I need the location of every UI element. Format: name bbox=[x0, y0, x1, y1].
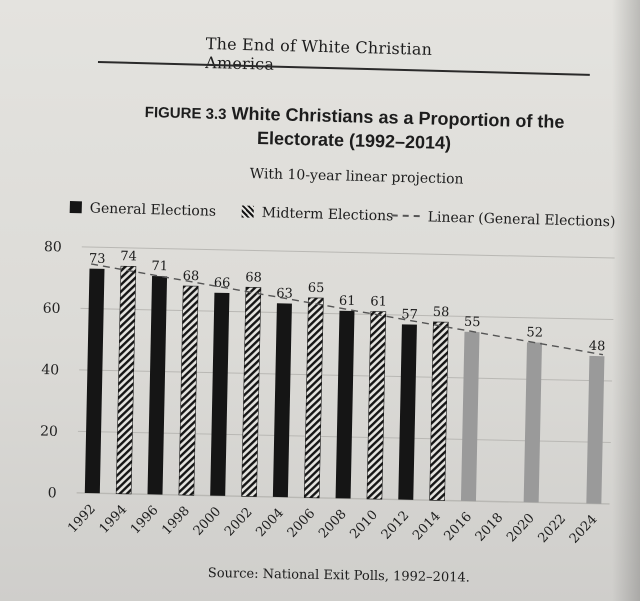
x-tick-label: 1994 bbox=[97, 502, 131, 536]
bar-2024 bbox=[586, 355, 605, 504]
y-tick-label: 40 bbox=[41, 362, 59, 378]
data-label-2004: 63 bbox=[276, 286, 293, 301]
y-tick-label: 80 bbox=[44, 239, 62, 255]
data-label-2002: 68 bbox=[245, 270, 262, 285]
legend-general: General Elections bbox=[69, 200, 217, 220]
bars bbox=[84, 265, 605, 504]
data-label-2008: 61 bbox=[339, 294, 356, 309]
bar-2006 bbox=[303, 297, 324, 499]
data-label-2012: 57 bbox=[401, 307, 418, 322]
legend-swatch-solid bbox=[69, 200, 82, 214]
x-tick-label: 2006 bbox=[285, 506, 319, 540]
source-note: Source: National Exit Polls, 1992–2014. bbox=[207, 566, 470, 586]
bar-2014 bbox=[429, 321, 449, 501]
data-label-1992: 73 bbox=[89, 252, 106, 267]
data-label-1994: 74 bbox=[120, 249, 137, 264]
bar-1996 bbox=[147, 276, 168, 495]
figure-title-block: FIGURE 3.3 White Christians as a Proport… bbox=[144, 100, 565, 158]
bar-1998 bbox=[178, 285, 199, 496]
figure-title: White Christians as a Proportion of the … bbox=[231, 103, 565, 154]
x-tick-label: 2022 bbox=[535, 512, 569, 546]
x-tick-label: 2004 bbox=[253, 506, 287, 540]
x-tick-label: 2010 bbox=[347, 508, 381, 542]
bar-2000 bbox=[210, 292, 230, 496]
grid-line bbox=[81, 246, 615, 259]
legend-midterm-label: Midterm Elections bbox=[261, 205, 394, 225]
y-axis-ticks: 0 20 40 60 80 bbox=[40, 239, 62, 501]
chart-legend: General Elections Midterm Elections Line… bbox=[69, 200, 629, 241]
bar-2002 bbox=[241, 286, 262, 497]
x-tick-label: 2014 bbox=[410, 509, 444, 543]
data-label-2020: 52 bbox=[526, 325, 543, 340]
data-label-2014: 58 bbox=[433, 305, 450, 320]
x-tick-label: 2000 bbox=[191, 504, 225, 538]
bar-1994 bbox=[115, 265, 137, 495]
x-tick-label: 2012 bbox=[379, 508, 413, 542]
data-label-2000: 66 bbox=[214, 276, 231, 291]
legend-general-label: General Elections bbox=[89, 200, 217, 220]
x-tick-label: 1998 bbox=[159, 504, 193, 538]
data-label-2010: 61 bbox=[370, 294, 387, 309]
legend-midterm: Midterm Elections bbox=[241, 205, 394, 225]
x-tick-label: 1996 bbox=[128, 503, 162, 537]
legend-linear: Linear (General Elections) bbox=[391, 208, 616, 231]
bar-2012 bbox=[398, 324, 417, 500]
x-tick-label: 2018 bbox=[473, 510, 507, 544]
x-tick-label: 1992 bbox=[65, 502, 99, 536]
x-axis-ticks: 1992199419961998200020022004200620082010… bbox=[65, 502, 601, 547]
x-tick-label: 2008 bbox=[316, 507, 350, 541]
bar-chart: 0 20 40 60 80 73 74 71 68 66 68 63 65 61 61 57 58 55 52 48… bbox=[40, 239, 615, 547]
x-tick-label: 2020 bbox=[504, 511, 538, 545]
page-edge-shadow bbox=[612, 0, 640, 601]
data-label-2016: 55 bbox=[464, 315, 481, 330]
bar-2008 bbox=[335, 310, 355, 499]
trend-line-layer bbox=[90, 263, 604, 356]
data-labels: 73 74 71 68 66 68 63 65 61 61 57 58 55 52 48 bbox=[89, 249, 606, 354]
data-label-1998: 68 bbox=[182, 269, 199, 284]
x-tick-label: 2002 bbox=[222, 505, 256, 539]
legend-swatch-dashed-line bbox=[391, 214, 420, 218]
data-label-2006: 65 bbox=[308, 281, 325, 296]
bar-2004 bbox=[272, 303, 292, 498]
bar-2010 bbox=[366, 311, 387, 500]
y-tick-label: 60 bbox=[42, 301, 60, 317]
legend-swatch-hatched bbox=[241, 205, 254, 218]
y-tick-label: 0 bbox=[48, 485, 57, 501]
trend-line bbox=[90, 263, 604, 356]
x-tick-label: 2016 bbox=[441, 510, 475, 544]
bar-1992 bbox=[84, 268, 105, 494]
bar-2016 bbox=[460, 331, 480, 502]
figure-label: FIGURE 3.3 bbox=[144, 104, 227, 124]
data-label-1996: 71 bbox=[151, 259, 168, 274]
figure-subtitle: With 10-year linear projection bbox=[249, 166, 464, 188]
data-label-2024: 48 bbox=[589, 339, 606, 354]
x-tick-label: 2024 bbox=[567, 512, 601, 546]
legend-linear-label: Linear (General Elections) bbox=[427, 209, 616, 231]
bar-2020 bbox=[523, 342, 542, 503]
y-tick-label: 20 bbox=[40, 424, 58, 440]
running-head: The End of White Christian America bbox=[205, 34, 433, 74]
